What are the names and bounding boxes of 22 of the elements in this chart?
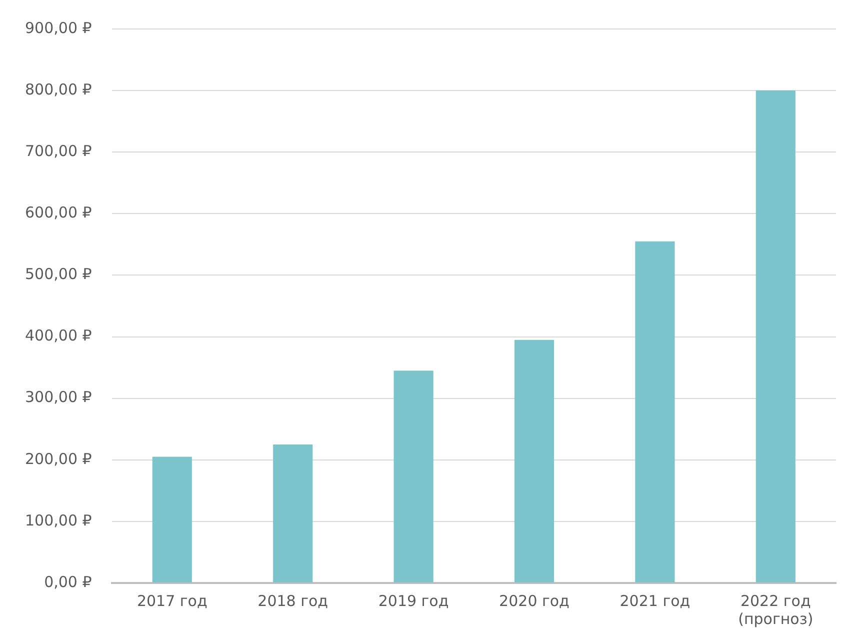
- x-tick-label: 2020 год: [499, 592, 570, 610]
- y-tick-label: 200,00 ₽: [25, 450, 92, 468]
- bar: [514, 340, 554, 582]
- x-tick-label: 2022 год (прогноз): [738, 592, 814, 628]
- y-tick-label: 600,00 ₽: [25, 204, 92, 222]
- y-tick-label: 100,00 ₽: [25, 511, 92, 530]
- y-tick-label: 800,00 ₽: [25, 80, 92, 98]
- bar: [273, 444, 313, 582]
- bar: [152, 456, 192, 582]
- y-tick-label: 0,00 ₽: [44, 572, 92, 591]
- y-tick-label: 700,00 ₽: [25, 142, 92, 160]
- y-tick-label: 500,00 ₽: [25, 265, 92, 284]
- y-tick-label: 300,00 ₽: [25, 388, 92, 406]
- bar: [756, 90, 796, 582]
- y-tick-label: 400,00 ₽: [25, 326, 92, 345]
- x-tick-label: 2017 год: [136, 592, 208, 610]
- bar: [635, 241, 675, 582]
- x-tick-label: 2019 год: [378, 592, 449, 610]
- x-tick-label: 2018 год: [258, 592, 328, 610]
- bar: [394, 370, 434, 582]
- x-tick-label: 2021 год: [620, 592, 690, 610]
- y-tick-label: 900,00 ₽: [25, 18, 92, 37]
